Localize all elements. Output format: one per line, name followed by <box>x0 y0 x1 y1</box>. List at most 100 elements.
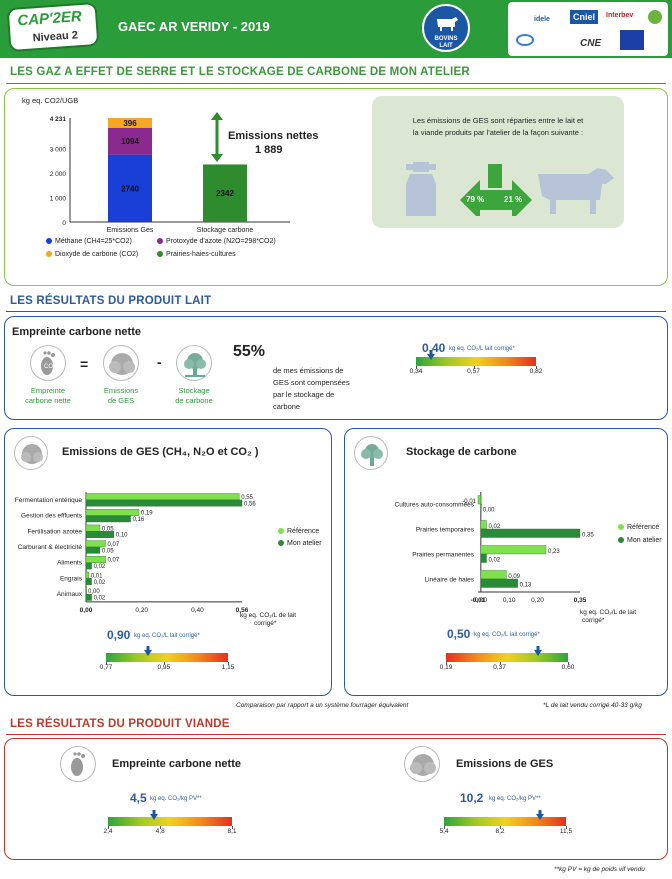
legend-label: Référence <box>287 528 320 535</box>
gauge-tick-mark <box>106 662 107 665</box>
bar-value-label: -0,01 <box>462 499 476 505</box>
compensation-text-2: GES sont compensées <box>273 378 350 387</box>
ges-lait-title: Emissions de GES (CH₄, N₂O et CO₂ ) <box>62 446 259 458</box>
legend-dot <box>278 528 284 535</box>
legend-item-prairies: Prairies-haies-cultures <box>157 251 236 258</box>
legend-item-co2: Dioxyde de carbone (CO2) <box>46 251 138 258</box>
empreinte-lait-title: Empreinte carbone nette <box>12 326 141 338</box>
gauge-tick-mark <box>473 366 475 369</box>
gauge-tick-mark <box>444 826 445 829</box>
cloud-ges-icon <box>404 746 440 782</box>
legend-label: Référence <box>627 524 660 531</box>
x-tick-label: 0,56 <box>236 607 249 614</box>
milk-can-icon <box>406 162 436 216</box>
bar-value-label: 0,00 <box>483 508 495 514</box>
empreinte-lait-unit: kg eq. CO₂/L lait corrigé* <box>449 346 515 352</box>
x-tick-label: 0,00 <box>80 607 93 614</box>
ges-lait-frame <box>4 428 332 696</box>
page-title: GAEC AR VERIDY - 2019 <box>118 19 270 34</box>
partner-logo-interbev: Interbev <box>606 12 634 19</box>
bar-segment <box>108 127 152 155</box>
partner-logos: idele Cniel Interbev CNE <box>508 2 668 56</box>
section-viande-title: Les résultats du produit viande <box>10 718 230 730</box>
eq-emissions-label-1: Emissions <box>103 386 139 395</box>
comparison-note: Comparaison par rapport a un système fou… <box>236 702 409 709</box>
bar-value-label: 0,09 <box>508 574 520 580</box>
net-emissions-label: Emissions nettes <box>228 130 319 142</box>
category-label: Fertilisation azotée <box>27 528 82 535</box>
empreinte-lait-frame <box>4 316 668 420</box>
lait-footnote: *L de lait vendu corrigé 40-33 g/kg <box>543 702 642 709</box>
compensation-text-1: de mes émissions de <box>273 366 344 375</box>
stockage-lait-frame <box>344 428 668 696</box>
partner-logo-idele: idele <box>534 16 550 23</box>
bar-segment <box>203 164 247 222</box>
gauge-tick-label: 5,4 <box>439 828 449 835</box>
category-label: Gestion des effluents <box>21 513 83 520</box>
category-label: Prairies permanentes <box>412 552 475 559</box>
ges-lait-unit: kg eq. CO₂/L lait corrigé* <box>134 633 200 639</box>
ges-legend-mon: Mon atelier <box>278 540 322 547</box>
gauge-tick-label: 11,5 <box>559 828 573 835</box>
x-tick-label: 0,20 <box>135 607 148 614</box>
bar-value-label: 0,05 <box>102 526 114 532</box>
cow-icon <box>538 168 614 214</box>
gauge-tick-label: 1,15 <box>221 664 235 671</box>
bar <box>85 571 89 579</box>
cloud-ges-icon <box>103 345 139 381</box>
bar-value-label: 0,07 <box>108 558 120 564</box>
viande-ges-value: 10,2 <box>460 791 484 805</box>
gauge-tick-mark <box>232 826 233 829</box>
x-tick-label: 0,10 <box>503 597 516 604</box>
gauge-tick-label: 0,60 <box>561 664 575 671</box>
bovins-lait-badge: BOVINS LAIT <box>422 4 470 52</box>
split-info-text-1: Les émissions de GES sont réparties entr… <box>412 116 584 125</box>
category-label: Animaux <box>57 591 83 598</box>
x-tick-label: 0,00 <box>475 597 488 604</box>
minus-sign: - <box>157 354 162 370</box>
x-tick-label: 0,20 <box>531 597 544 604</box>
split-info-text-2: la viande produits par l'atelier de la f… <box>412 128 584 137</box>
bar <box>480 503 482 513</box>
gauge-tick-mark <box>160 826 162 829</box>
stockage-lait-value: 0,50 <box>447 627 471 641</box>
gauge-tick-label: 0,95 <box>157 664 171 671</box>
bar <box>477 495 482 505</box>
section-divider <box>6 311 666 312</box>
gauge-tick-label: 8,2 <box>495 828 505 835</box>
gauge-tick-label: 0,19 <box>439 664 453 671</box>
gauge-scale-bar <box>106 653 228 662</box>
viande-empreinte-title: Empreinte carbone nette <box>112 758 241 770</box>
partner-logo-cne: CNE <box>580 38 602 49</box>
tree-icon <box>354 436 388 470</box>
legend-dot <box>157 251 163 258</box>
empreinte-lait-value: 0,40 <box>422 341 446 355</box>
bar <box>85 578 92 586</box>
bar <box>85 499 243 507</box>
gauge-tick-label: 0,77 <box>99 664 113 671</box>
bar-value-label: 0,19 <box>141 511 153 517</box>
viande-frame <box>4 738 668 860</box>
stockage-breakdown-chart: Cultures auto-consommées-0,010,00Prairie… <box>395 492 594 604</box>
logo-level: Niveau 2 <box>32 29 79 45</box>
ges-axis-unit-1: kg eq. CO₂/L de lait <box>240 612 297 619</box>
eu-flag-icon <box>620 30 644 50</box>
ges-overview-frame <box>4 88 668 286</box>
legend-label: Protoxyde d'azote (N2O=298*CO2) <box>166 238 276 245</box>
split-arrows-icon <box>460 164 532 216</box>
category-label: Linéaire de haies <box>424 577 474 584</box>
bar-value-label: 2342 <box>216 189 234 198</box>
category-label: Engrais <box>60 575 83 582</box>
footprint-icon <box>60 746 96 782</box>
bar <box>480 528 581 538</box>
bar-value-label: 0,10 <box>116 533 128 539</box>
legend-label: Méthane (CH4=25*CO2) <box>55 238 132 245</box>
section-lait-title: Les résultats du produit lait <box>10 295 212 307</box>
gauge-scale-bar <box>444 817 566 826</box>
gauge-tick-mark <box>108 826 109 829</box>
equal-sign: = <box>80 356 89 372</box>
gauge-tick-label: 4,8 <box>155 828 165 835</box>
gauge-tick-mark <box>446 662 447 665</box>
x-tick-label: 0,40 <box>191 607 204 614</box>
bar <box>85 524 101 532</box>
